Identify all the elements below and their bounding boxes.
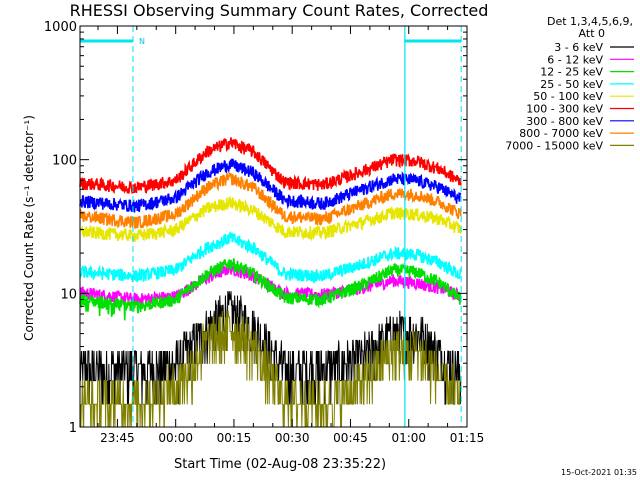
legend-label: 3 - 6 keV bbox=[554, 41, 603, 54]
series-line-6 bbox=[79, 137, 462, 194]
y-tick-label: 100 bbox=[52, 154, 77, 169]
x-tick-label: 00:45 bbox=[333, 431, 368, 445]
chart-title: RHESSI Observing Summary Count Rates, Co… bbox=[70, 1, 489, 20]
y-tick-label: 10 bbox=[60, 287, 77, 302]
y-tick-labels: 1 10 100 1000 bbox=[44, 20, 467, 436]
y-tick-label: 1000 bbox=[44, 20, 77, 35]
x-tick-label: 01:00 bbox=[391, 431, 426, 445]
legend-label: 12 - 25 keV bbox=[540, 66, 603, 79]
legend-label: 25 - 50 keV bbox=[540, 78, 603, 91]
legend-header-line-2: Att 0 bbox=[579, 27, 605, 40]
night-marker-label: N bbox=[139, 37, 145, 46]
x-tick-label: 23:45 bbox=[100, 431, 135, 445]
series-group bbox=[79, 137, 462, 428]
legend-label: 6 - 12 keV bbox=[547, 53, 603, 66]
y-tick-label: 1 bbox=[69, 421, 77, 436]
x-tick-labels: 23:45 00:00 00:15 00:30 00:45 01:00 01:15 bbox=[97, 26, 485, 445]
x-tick-label: 00:30 bbox=[275, 431, 310, 445]
plot-border bbox=[79, 25, 468, 428]
legend-label: 50 - 100 keV bbox=[533, 90, 603, 103]
series-line-9 bbox=[79, 310, 461, 428]
x-tick-label: 00:15 bbox=[217, 431, 252, 445]
legend-label: 100 - 300 keV bbox=[526, 103, 603, 116]
x-axis-label: Start Time (02-Aug-08 23:35:22) bbox=[174, 457, 386, 472]
x-tick-label: 00:00 bbox=[158, 431, 193, 445]
series-line-4 bbox=[79, 230, 462, 284]
legend-label: 300 - 800 keV bbox=[526, 115, 603, 128]
y-axis-label: Corrected Count Rate (s⁻¹ detector⁻¹) bbox=[22, 115, 36, 341]
series-line-5 bbox=[79, 196, 462, 242]
plot-frame bbox=[79, 25, 468, 428]
legend-label: 800 - 7000 keV bbox=[519, 127, 603, 140]
series-line-7 bbox=[79, 158, 462, 213]
legend-header-line-1: Det 1,3,4,5,6,9, bbox=[547, 15, 633, 28]
date-annotation: 15-Oct-2021 01:35 bbox=[561, 468, 637, 477]
x-tick-label: 01:15 bbox=[450, 431, 485, 445]
series-line-8 bbox=[79, 172, 462, 229]
series-line-3 bbox=[79, 258, 462, 321]
legend-label: 7000 - 15000 keV bbox=[505, 139, 603, 152]
